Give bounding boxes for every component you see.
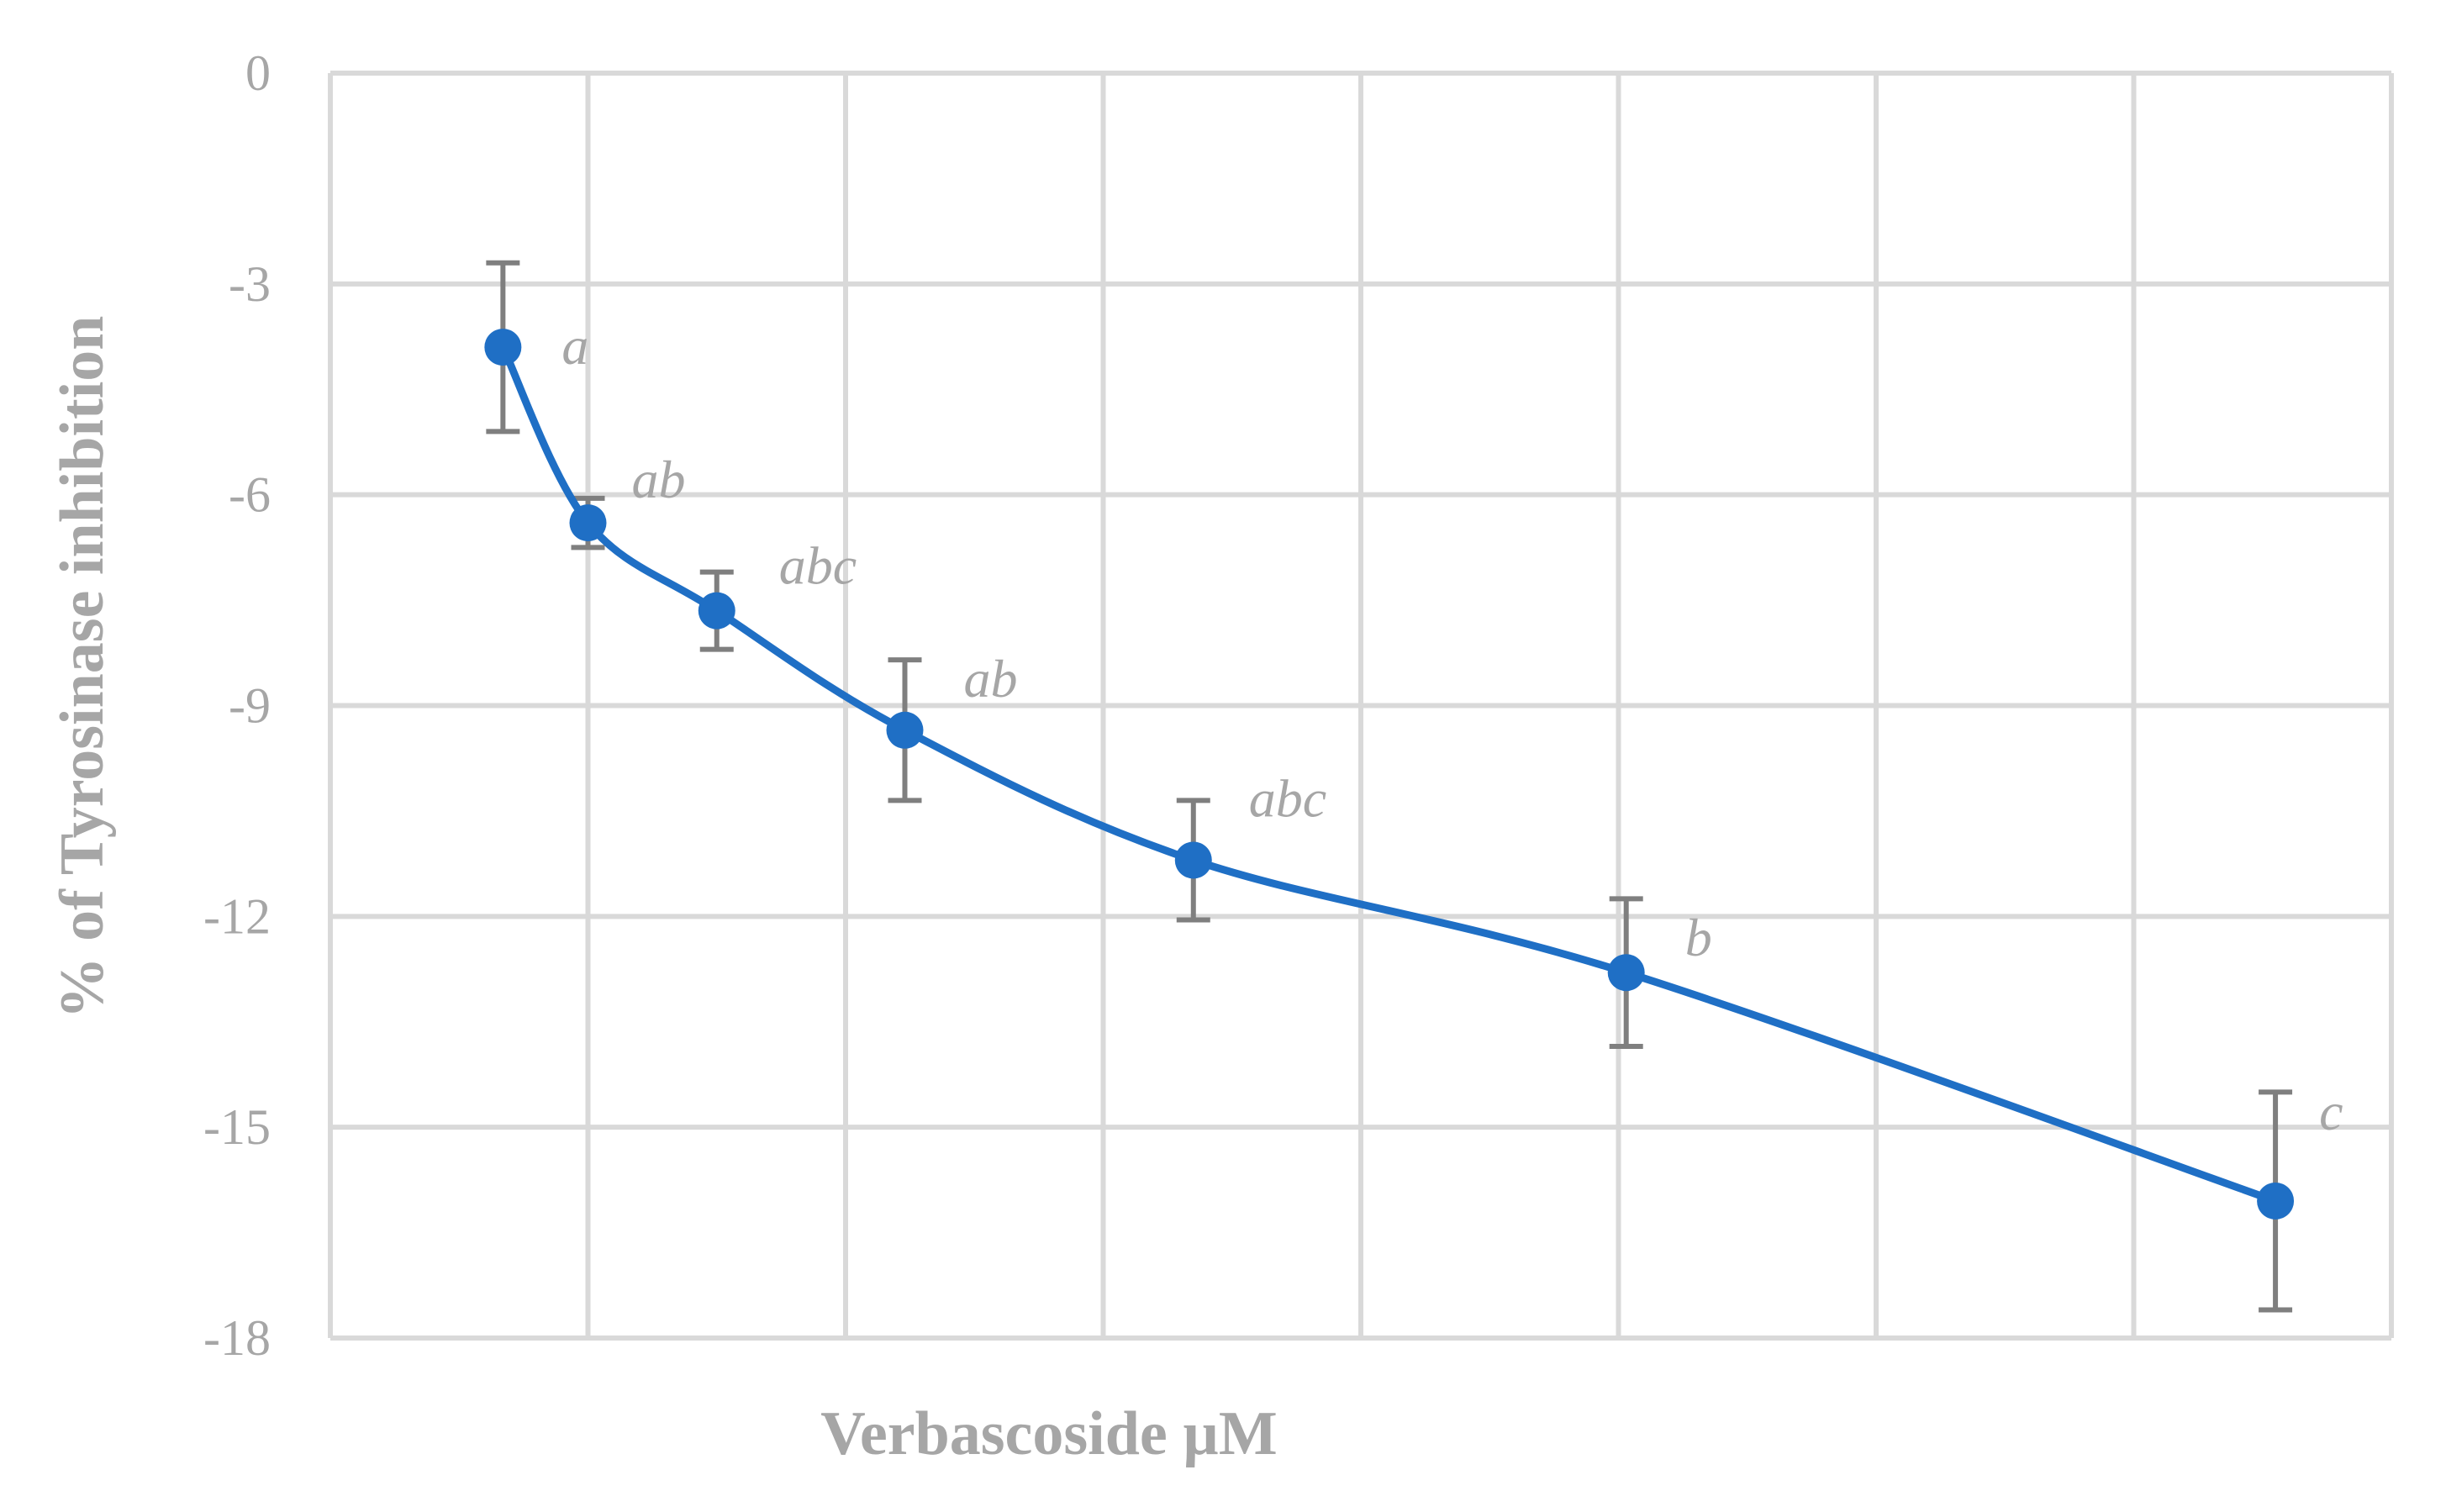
data-point <box>698 592 735 630</box>
data-markers <box>484 329 2295 1220</box>
data-point <box>484 329 522 366</box>
error-bars <box>486 260 2293 1313</box>
significance-label: ab <box>632 450 686 509</box>
y-tick-label: -15 <box>203 1099 271 1155</box>
significance-label: a <box>561 316 588 376</box>
significance-label: abc <box>1249 768 1326 828</box>
data-point <box>2257 1182 2295 1220</box>
y-tick-label: -3 <box>229 256 271 312</box>
series-line <box>498 343 2280 1205</box>
y-axis-title: % of Tyrosinase inhibition <box>48 316 117 1019</box>
significance-label: abc <box>779 536 857 596</box>
y-tick-label: -18 <box>203 1310 271 1366</box>
y-tick-labels: 0 -3 -6 -9 -12 -15 -18 <box>203 45 271 1366</box>
data-point <box>1607 954 1645 992</box>
y-tick-label: -6 <box>229 467 271 523</box>
y-tick-label: 0 <box>245 45 271 101</box>
significance-labels: a ab abc ab abc b c <box>561 316 2343 1141</box>
data-point <box>886 711 924 749</box>
grid-lines <box>328 71 2394 1341</box>
significance-label: c <box>2319 1082 2343 1141</box>
significance-label: ab <box>963 649 1017 709</box>
y-tick-label: -9 <box>229 678 271 734</box>
data-point <box>569 504 607 542</box>
data-point <box>1174 841 1212 879</box>
significance-label: b <box>1685 908 1712 967</box>
y-tick-label: -12 <box>203 888 271 944</box>
x-axis-title: Verbascoside µM <box>820 1399 1277 1468</box>
